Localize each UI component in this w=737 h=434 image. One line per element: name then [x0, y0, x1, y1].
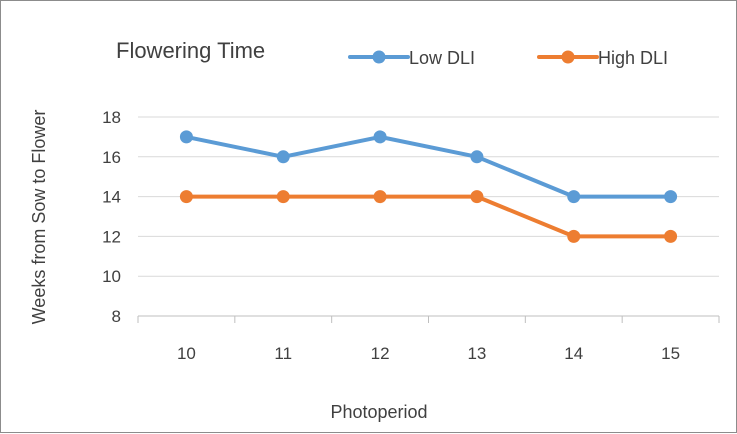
series-line [184, 134, 673, 199]
y-tick-label: 8 [112, 307, 121, 326]
x-tick-label: 15 [661, 344, 680, 363]
y-tick-label: 12 [102, 227, 121, 246]
data-point [276, 190, 290, 204]
axes: 8 10 12 14 16 18 10 11 12 13 14 15 [102, 108, 720, 363]
legend-marker [372, 50, 386, 64]
data-point [373, 190, 387, 204]
y-tick-label: 18 [102, 108, 121, 127]
y-tick-label: 14 [102, 188, 121, 207]
legend-label: Low DLI [409, 48, 475, 68]
x-tick-label: 14 [564, 344, 583, 363]
data-point [179, 130, 193, 144]
data-point [664, 190, 678, 204]
y-axis-title: Weeks from Sow to Flower [29, 110, 49, 325]
legend-marker [561, 50, 575, 64]
x-tick-label: 12 [371, 344, 390, 363]
x-tick-label: 10 [177, 344, 196, 363]
data-point [276, 150, 290, 164]
data-point [470, 150, 484, 164]
y-tick-label: 10 [102, 267, 121, 286]
data-point [664, 229, 678, 243]
legend-label: High DLI [598, 48, 668, 68]
data-series [179, 130, 678, 243]
data-point [470, 190, 484, 204]
y-tick-label: 16 [102, 148, 121, 167]
chart-title: Flowering Time [116, 38, 265, 63]
data-point [567, 190, 581, 204]
data-point [567, 229, 581, 243]
x-tick-label: 11 [274, 344, 292, 363]
x-axis-title: Photoperiod [330, 402, 427, 422]
x-tick-label: 13 [467, 344, 486, 363]
data-point [373, 130, 387, 144]
data-point [179, 190, 193, 204]
legend: Low DLI High DLI [348, 48, 668, 68]
series-line [184, 194, 673, 239]
